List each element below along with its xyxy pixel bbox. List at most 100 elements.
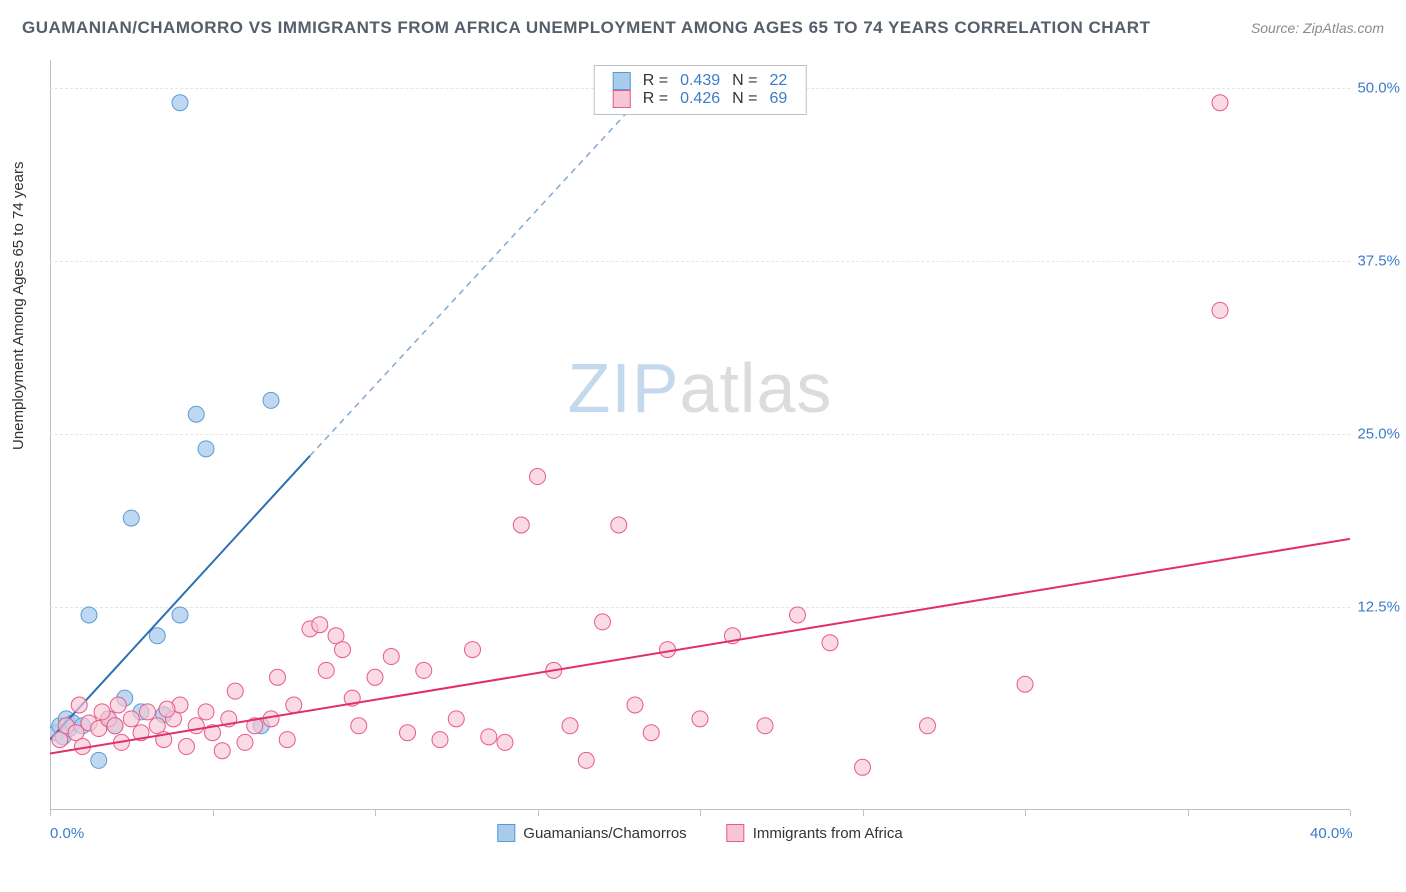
data-point	[71, 697, 87, 713]
data-point	[123, 510, 139, 526]
data-point	[263, 392, 279, 408]
trend-line	[50, 539, 1350, 754]
data-point	[159, 701, 175, 717]
data-point	[81, 607, 97, 623]
data-point	[546, 662, 562, 678]
grid-line	[50, 607, 1350, 608]
stats-row-2: R = 0.426 N = 69	[613, 90, 788, 108]
x-tick	[1188, 810, 1189, 816]
x-tick-label: 40.0%	[1310, 825, 1353, 842]
data-point	[172, 697, 188, 713]
data-point	[110, 697, 126, 713]
data-point	[920, 718, 936, 734]
chart-legend: Guamanians/Chamorros Immigrants from Afr…	[497, 824, 902, 842]
data-point	[179, 739, 195, 755]
data-point	[416, 662, 432, 678]
stats-swatch-2	[613, 90, 631, 108]
y-axis-line	[50, 60, 51, 810]
data-point	[52, 718, 68, 734]
data-point	[140, 704, 156, 720]
data-point	[94, 704, 110, 720]
data-point	[383, 649, 399, 665]
data-point	[344, 690, 360, 706]
data-point	[465, 642, 481, 658]
data-point	[149, 718, 165, 734]
data-point	[101, 711, 117, 727]
trend-line	[50, 456, 310, 740]
data-point	[68, 725, 84, 741]
data-point	[81, 715, 97, 731]
y-tick-label: 25.0%	[1357, 425, 1400, 442]
n-value-1: 22	[769, 72, 787, 90]
data-point	[247, 718, 263, 734]
data-point	[156, 732, 172, 748]
data-point	[286, 697, 302, 713]
data-point	[448, 711, 464, 727]
data-point	[1017, 676, 1033, 692]
data-point	[757, 718, 773, 734]
r-label-2: R =	[643, 90, 668, 108]
grid-line	[50, 434, 1350, 435]
stats-row-1: R = 0.439 N = 22	[613, 72, 788, 90]
y-axis-label: Unemployment Among Ages 65 to 74 years	[10, 161, 27, 450]
data-point	[172, 95, 188, 111]
stats-swatch-1	[613, 72, 631, 90]
legend-label-1: Guamanians/Chamorros	[523, 825, 686, 842]
data-point	[530, 469, 546, 485]
watermark-zip: ZIP	[568, 349, 680, 427]
data-point	[205, 725, 221, 741]
data-point	[75, 718, 91, 734]
data-point	[513, 517, 529, 533]
data-point	[198, 704, 214, 720]
data-point	[660, 642, 676, 658]
data-point	[432, 732, 448, 748]
x-tick	[538, 810, 539, 816]
r-label-1: R =	[643, 72, 668, 90]
stats-box: R = 0.439 N = 22 R = 0.426 N = 69	[594, 65, 807, 115]
legend-swatch-1	[497, 824, 515, 842]
data-point	[270, 669, 286, 685]
legend-item-2: Immigrants from Africa	[727, 824, 903, 842]
data-point	[172, 607, 188, 623]
data-point	[214, 743, 230, 759]
data-point	[822, 635, 838, 651]
data-point	[221, 711, 237, 727]
data-point	[643, 725, 659, 741]
data-point	[198, 441, 214, 457]
data-point	[263, 711, 279, 727]
y-tick-label: 37.5%	[1357, 252, 1400, 269]
data-point	[133, 725, 149, 741]
data-point	[65, 715, 81, 731]
data-point	[400, 725, 416, 741]
watermark-atlas: atlas	[680, 349, 833, 427]
watermark-text: ZIPatlas	[568, 348, 833, 428]
data-point	[611, 517, 627, 533]
data-point	[790, 607, 806, 623]
data-point	[188, 406, 204, 422]
data-point	[117, 690, 133, 706]
data-point	[481, 729, 497, 745]
x-tick	[1350, 810, 1351, 816]
x-tick-label: 0.0%	[50, 825, 84, 842]
data-point	[91, 721, 107, 737]
scatter-svg	[50, 60, 1350, 840]
data-point	[55, 729, 71, 745]
data-point	[62, 721, 78, 737]
data-point	[123, 711, 139, 727]
data-point	[318, 662, 334, 678]
data-point	[107, 718, 123, 734]
data-point	[75, 739, 91, 755]
data-point	[351, 718, 367, 734]
n-value-2: 69	[769, 90, 787, 108]
data-point	[497, 734, 513, 750]
data-point	[133, 704, 149, 720]
data-point	[114, 734, 130, 750]
data-point	[279, 732, 295, 748]
data-point	[58, 718, 74, 734]
x-tick	[213, 810, 214, 816]
data-point	[52, 732, 68, 748]
data-point	[188, 718, 204, 734]
data-point	[156, 707, 172, 723]
data-point	[595, 614, 611, 630]
n-label-1: N =	[732, 72, 757, 90]
